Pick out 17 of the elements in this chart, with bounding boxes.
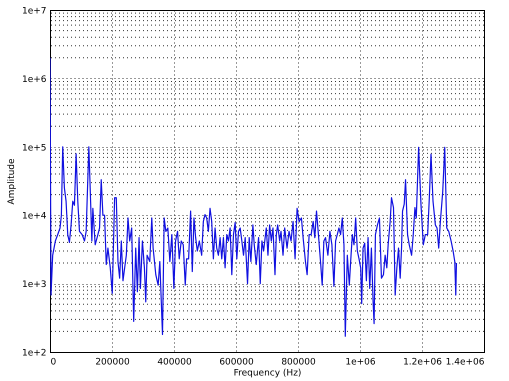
y-tick-label: 1e+3 bbox=[22, 280, 46, 290]
y-tick-label: 1e+7 bbox=[22, 6, 46, 16]
y-axis-title: Amplitude bbox=[6, 158, 17, 205]
y-tick-label: 1e+6 bbox=[22, 74, 47, 85]
x-axis-title: Frequency (Hz) bbox=[234, 368, 302, 378]
y-tick-label: 1e+5 bbox=[22, 143, 46, 154]
x-tick-label: 1.4e+06 bbox=[446, 358, 485, 368]
x-tick-label: 200000 bbox=[95, 358, 130, 368]
line-series bbox=[50, 57, 458, 337]
y-tick-label: 1e+4 bbox=[22, 212, 47, 222]
y-tick-label: 1e+2 bbox=[22, 348, 46, 358]
x-tick-label: 1.2e+06 bbox=[403, 358, 442, 368]
x-tick-label: 0 bbox=[50, 358, 56, 368]
x-tick-label: 600000 bbox=[219, 358, 254, 368]
x-tick-label: 1e+06 bbox=[345, 358, 376, 368]
x-tick-label: 400000 bbox=[157, 358, 192, 368]
x-tick-label: 800000 bbox=[281, 358, 316, 368]
